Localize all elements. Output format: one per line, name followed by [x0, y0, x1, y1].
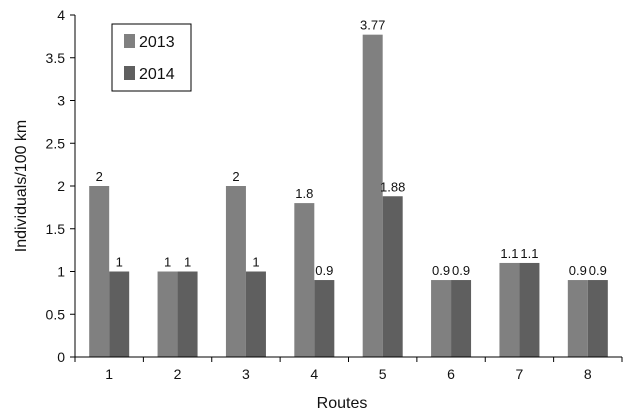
- bar-2013-route-3: [225, 186, 246, 357]
- data-label-2013-route-5: 3.77: [360, 18, 385, 33]
- legend: 2013 2014: [111, 23, 192, 92]
- bar-2014-route-5: [382, 196, 403, 357]
- bar-2014-route-1: [109, 271, 130, 357]
- data-label-2013-route-4: 1.8: [295, 186, 313, 201]
- data-label-2014-route-7: 1.1: [520, 246, 538, 261]
- axes-layer: 0 0.5 1 1.5 2 2.5 3 3.5 4 1 2 3 4 5 6 7 8: [46, 7, 623, 382]
- bar-2013-route-5: [362, 34, 383, 357]
- bar-2013-route-4: [294, 203, 315, 357]
- data-label-2014-route-1: 1: [116, 255, 123, 270]
- bar-2013-route-6: [431, 280, 452, 357]
- data-label-2013-route-7: 1.1: [500, 246, 518, 261]
- data-label-2013-route-2: 1: [164, 255, 171, 270]
- y-tick-label: 1: [57, 264, 65, 280]
- bar-2014-route-8: [587, 280, 608, 357]
- bars-layer: [89, 34, 608, 357]
- y-tick-label: 3: [57, 93, 65, 109]
- bar-2013-route-7: [499, 262, 520, 357]
- bar-2014-route-2: [177, 271, 198, 357]
- y-tick-label: 3.5: [46, 50, 66, 66]
- x-tick-label: 6: [447, 366, 455, 382]
- x-tick-label: 7: [516, 366, 524, 382]
- data-label-2014-route-5: 1.88: [380, 179, 405, 194]
- legend-label-2014: 2014: [139, 66, 175, 83]
- y-tick-label: 1.5: [46, 221, 66, 237]
- x-axis-title: Routes: [317, 395, 368, 411]
- legend-swatch-2014: [124, 66, 135, 80]
- data-label-2014-route-3: 1: [252, 255, 259, 270]
- bar-2013-route-8: [567, 280, 588, 357]
- bar-2013-route-1: [89, 186, 110, 357]
- data-label-2014-route-8: 0.9: [589, 263, 607, 278]
- data-label-2014-route-6: 0.9: [452, 263, 470, 278]
- bar-2014-route-6: [451, 280, 472, 357]
- bar-2014-route-7: [519, 262, 540, 357]
- y-tick-label: 2: [57, 178, 65, 194]
- x-tick-label: 8: [584, 366, 592, 382]
- x-tick-label: 5: [379, 366, 387, 382]
- x-tick-label: 2: [174, 366, 182, 382]
- data-label-2013-route-3: 2: [232, 169, 239, 184]
- data-label-2013-route-6: 0.9: [432, 263, 450, 278]
- y-tick-label: 0.5: [46, 306, 66, 322]
- bar-2014-route-3: [245, 271, 266, 357]
- x-tick-label: 3: [242, 366, 250, 382]
- y-axis-title: Individuals/100 km: [13, 120, 30, 253]
- data-label-2013-route-1: 2: [96, 169, 103, 184]
- bar-2013-route-2: [157, 271, 178, 357]
- data-label-2014-route-4: 0.9: [315, 263, 333, 278]
- data-label-2013-route-8: 0.9: [569, 263, 587, 278]
- x-tick-label: 1: [105, 366, 113, 382]
- y-tick-label: 4: [57, 7, 65, 23]
- legend-label-2013: 2013: [139, 34, 175, 51]
- y-tick-label: 0: [57, 349, 65, 365]
- data-label-2014-route-2: 1: [184, 255, 191, 270]
- y-tick-label: 2.5: [46, 135, 66, 151]
- bar-2014-route-4: [314, 280, 335, 357]
- x-tick-label: 4: [310, 366, 318, 382]
- legend-swatch-2013: [124, 34, 135, 48]
